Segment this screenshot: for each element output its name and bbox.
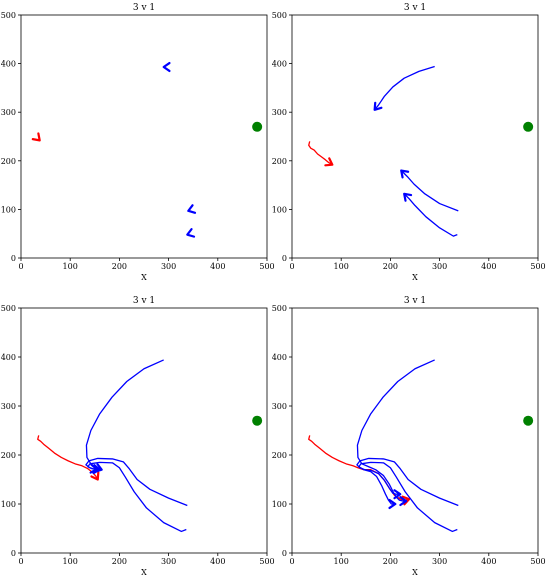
x-tick-label: 200 [383, 262, 398, 271]
x-tick-label: 500 [259, 557, 274, 566]
plot-frame [20, 14, 268, 259]
y-tick-label: 100 [272, 205, 287, 214]
series-arrow-1 [31, 132, 41, 142]
y-tick-label: 100 [1, 205, 16, 214]
x-tick-label: 400 [481, 262, 496, 271]
series-arrow-1 [90, 471, 100, 481]
series-arrow-3 [187, 204, 197, 214]
series-arrow-2 [373, 101, 383, 111]
series-line-1 [308, 141, 333, 166]
plot-frame [291, 14, 539, 259]
x-tick-label: 300 [161, 262, 176, 271]
x-tick-label: 500 [259, 262, 274, 271]
chart-title: 3 v 1 [133, 296, 155, 306]
x-axis-label: X [141, 568, 147, 577]
x-tick-label: 300 [161, 557, 176, 566]
y-tick-label: 300 [272, 108, 287, 117]
series-arrow-3 [92, 464, 101, 475]
series-arrow-3 [393, 489, 402, 500]
x-tick-label: 300 [432, 262, 447, 271]
y-tick-label: 300 [1, 108, 16, 117]
series-arrow-1 [401, 495, 411, 506]
x-tick-label: 500 [530, 262, 545, 271]
x-tick-label: 400 [481, 557, 496, 566]
chart-title: 3 v 1 [133, 3, 155, 13]
series-arrow-3 [400, 169, 410, 179]
x-tick-label: 100 [63, 557, 78, 566]
y-tick-label: 200 [272, 157, 287, 166]
y-tick-label: 400 [272, 353, 287, 362]
chart-panel-3: 3 v 1 0 100 200 300 400 500 0 100 200 300 400 500 X [1, 296, 275, 577]
x-tick-label: 300 [432, 557, 447, 566]
series-arrow-4 [403, 192, 413, 202]
y-tick-label: 200 [272, 451, 287, 460]
series-arrow-1 [324, 157, 334, 167]
y-tick-label: 100 [272, 500, 287, 509]
y-tick-label: 500 [1, 11, 16, 20]
y-tick-label: 500 [272, 11, 287, 20]
y-tick-label: 0 [11, 254, 16, 263]
series-line-4 [358, 461, 458, 533]
y-tick-label: 500 [1, 304, 16, 313]
chart-panel-1: 3 v 1 0 100 200 300 400 500 0 100 200 300 400 500 X [1, 3, 275, 282]
x-tick-label: 200 [112, 557, 127, 566]
y-tick-label: 400 [1, 60, 16, 69]
series-line-4 [403, 193, 458, 237]
series-line-3 [356, 457, 459, 507]
y-tick-label: 200 [1, 157, 16, 166]
chart-title: 3 v 1 [404, 3, 426, 13]
series-arrow-4 [186, 228, 196, 238]
plot-frame [291, 307, 539, 554]
y-tick-label: 0 [282, 254, 287, 263]
x-axis-label: X [141, 273, 147, 282]
x-tick-label: 400 [210, 557, 225, 566]
y-tick-label: 100 [1, 500, 16, 509]
chart-panel-2: 3 v 1 0 100 200 300 400 500 0 100 200 300 400 500 X [272, 3, 546, 282]
x-tick-label: 100 [63, 262, 78, 271]
series-line-2 [374, 65, 435, 111]
target-marker [252, 121, 263, 132]
series-line-4 [87, 461, 187, 533]
x-axis-label: X [412, 273, 418, 282]
chart-title: 3 v 1 [404, 296, 426, 306]
y-tick-label: 0 [282, 549, 287, 558]
x-tick-label: 400 [210, 262, 225, 271]
x-tick-label: 100 [334, 557, 349, 566]
series-arrow-2 [162, 61, 171, 73]
series-arrow-4 [388, 498, 397, 510]
y-tick-label: 400 [272, 60, 287, 69]
y-tick-label: 300 [272, 402, 287, 411]
x-tick-label: 0 [18, 557, 23, 566]
series-arrow-4 [89, 463, 98, 474]
x-tick-label: 500 [530, 557, 545, 566]
x-tick-label: 200 [383, 557, 398, 566]
y-tick-label: 0 [11, 549, 16, 558]
y-tick-label: 500 [272, 304, 287, 313]
x-tick-label: 0 [18, 262, 23, 271]
plot-frame [20, 307, 268, 554]
x-tick-label: 0 [289, 262, 294, 271]
target-marker [523, 415, 534, 426]
series-arrow-2 [399, 496, 408, 507]
series-line-3 [400, 170, 459, 212]
target-marker [523, 121, 534, 132]
target-marker [252, 415, 263, 426]
x-tick-label: 200 [112, 262, 127, 271]
x-axis-label: X [412, 568, 418, 577]
y-tick-label: 200 [1, 451, 16, 460]
y-tick-label: 300 [1, 402, 16, 411]
y-tick-label: 400 [1, 353, 16, 362]
chart-panel-4: 3 v 1 0 100 200 300 400 500 0 100 200 300 400 500 X [272, 296, 546, 577]
x-tick-label: 100 [334, 262, 349, 271]
x-tick-label: 0 [289, 557, 294, 566]
